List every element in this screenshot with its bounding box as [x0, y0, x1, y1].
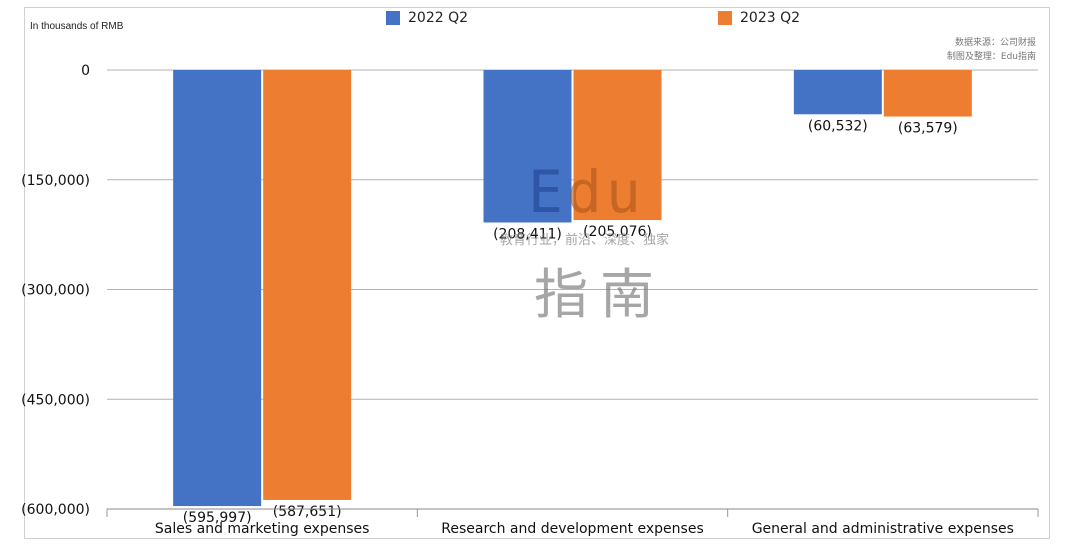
- watermark-zh: 指南: [534, 263, 666, 326]
- data-label: (60,532): [808, 118, 868, 134]
- source-line-1: 数据来源：公司财报: [954, 38, 1036, 48]
- x-category-label: Sales and marketing expenses: [155, 521, 370, 537]
- watermark-edu-du: du: [566, 158, 645, 226]
- legend-item-2023: 2023 Q2: [718, 10, 800, 26]
- data-label: (205,076): [583, 224, 652, 240]
- y-tick-label: (300,000): [21, 283, 90, 299]
- bar: [263, 70, 352, 500]
- watermark-edu: Edu: [528, 158, 645, 226]
- watermark-edu-e: E: [528, 158, 567, 226]
- y-tick-label: (450,000): [21, 392, 90, 408]
- bar: [483, 70, 572, 223]
- legend-swatch-2022: [386, 11, 400, 25]
- y-tick-label: 0: [81, 63, 90, 79]
- bar: [173, 70, 262, 507]
- legend-label-2023: 2023 Q2: [740, 10, 801, 26]
- bar: [573, 70, 662, 221]
- x-category-label: General and administrative expenses: [752, 521, 1014, 537]
- legend-item-2022: 2022 Q2: [386, 10, 468, 26]
- source-line-2: 制图及整理：Edu指南: [946, 52, 1036, 62]
- data-label: (208,411): [493, 226, 562, 242]
- data-label: (63,579): [898, 121, 958, 137]
- unit-label: In thousands of RMB: [30, 21, 124, 32]
- data-label: (587,651): [273, 504, 342, 520]
- legend-swatch-2023: [718, 11, 732, 25]
- x-category-label: Research and development expenses: [441, 521, 704, 537]
- watermark-tagline: 教育行业，前沿、深度、独家: [500, 233, 670, 248]
- chart-frame: [24, 7, 1050, 539]
- y-tick-label: (600,000): [21, 502, 90, 518]
- source-note: 数据来源：公司财报 制图及整理：Edu指南: [947, 36, 1036, 64]
- bar: [883, 70, 972, 117]
- data-label: (595,997): [183, 510, 252, 526]
- bar: [793, 70, 882, 115]
- y-tick-label: (150,000): [21, 173, 90, 189]
- legend-label-2022: 2022 Q2: [408, 10, 469, 26]
